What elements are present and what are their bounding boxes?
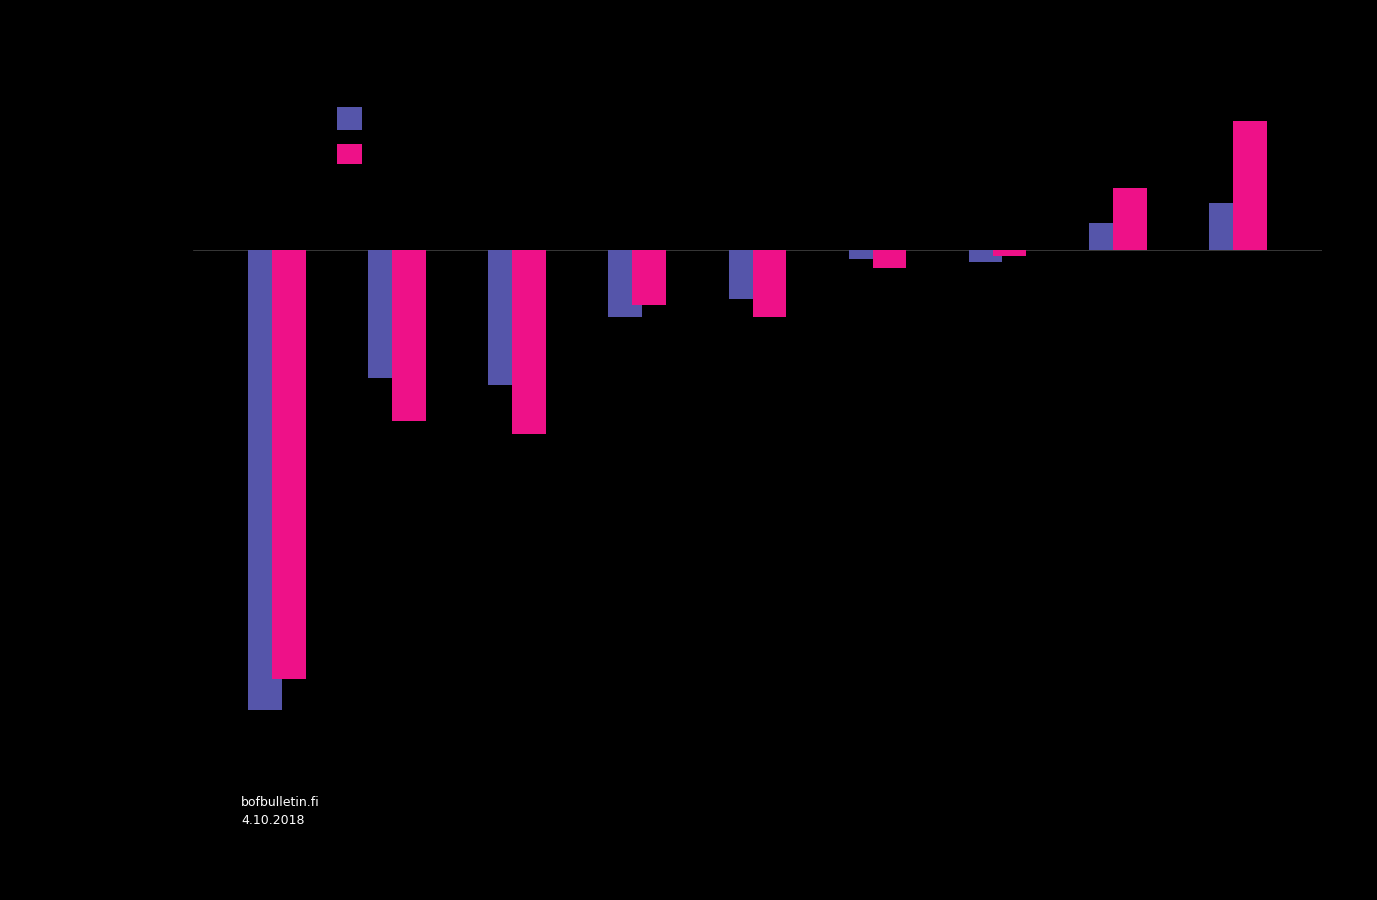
Bar (753, 249, 786, 317)
Bar (873, 249, 906, 268)
Bar (248, 249, 282, 710)
Bar (632, 249, 666, 305)
Bar (337, 107, 362, 130)
Bar (969, 249, 1002, 262)
Text: bofbulletin.fi: bofbulletin.fi (241, 796, 319, 809)
Text: 4.10.2018: 4.10.2018 (241, 814, 304, 827)
Bar (368, 249, 402, 378)
Bar (273, 249, 306, 680)
Bar (1113, 188, 1147, 249)
Bar (392, 249, 425, 421)
Bar (728, 249, 761, 299)
Bar (1209, 202, 1242, 249)
Bar (337, 144, 362, 164)
Bar (512, 249, 545, 434)
Bar (1232, 121, 1267, 249)
Bar (848, 249, 883, 259)
Bar (489, 249, 522, 384)
Bar (1089, 222, 1122, 249)
Bar (993, 249, 1026, 256)
Bar (609, 249, 642, 317)
